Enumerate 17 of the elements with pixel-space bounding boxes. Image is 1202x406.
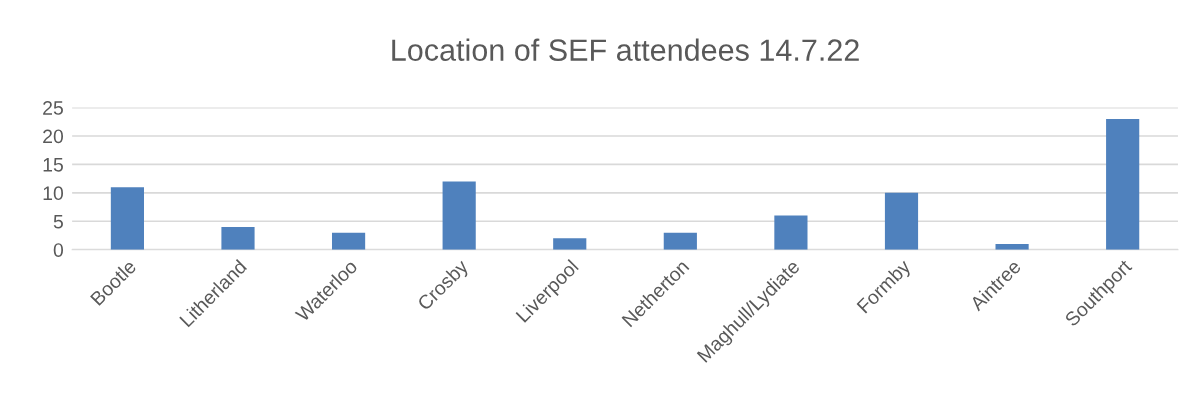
bar [442, 181, 476, 250]
bar [331, 232, 366, 250]
bar [110, 187, 144, 250]
chart-title: Location of SEF attendees 14.7.22 [392, 38, 859, 61]
bar [1106, 118, 1140, 250]
bar [995, 244, 1029, 250]
bar [553, 238, 587, 250]
y-tick-label: 20 [43, 129, 64, 144]
bar [663, 232, 697, 250]
y-tick-label: 0 [53, 243, 64, 257]
y-tick-label: 15 [43, 158, 63, 172]
y-tick-label: 5 [53, 214, 63, 229]
bar [774, 215, 808, 250]
y-tick-label: 25 [43, 101, 63, 115]
bar [221, 226, 255, 250]
bar [884, 192, 919, 250]
y-tick-label: 10 [43, 186, 64, 201]
